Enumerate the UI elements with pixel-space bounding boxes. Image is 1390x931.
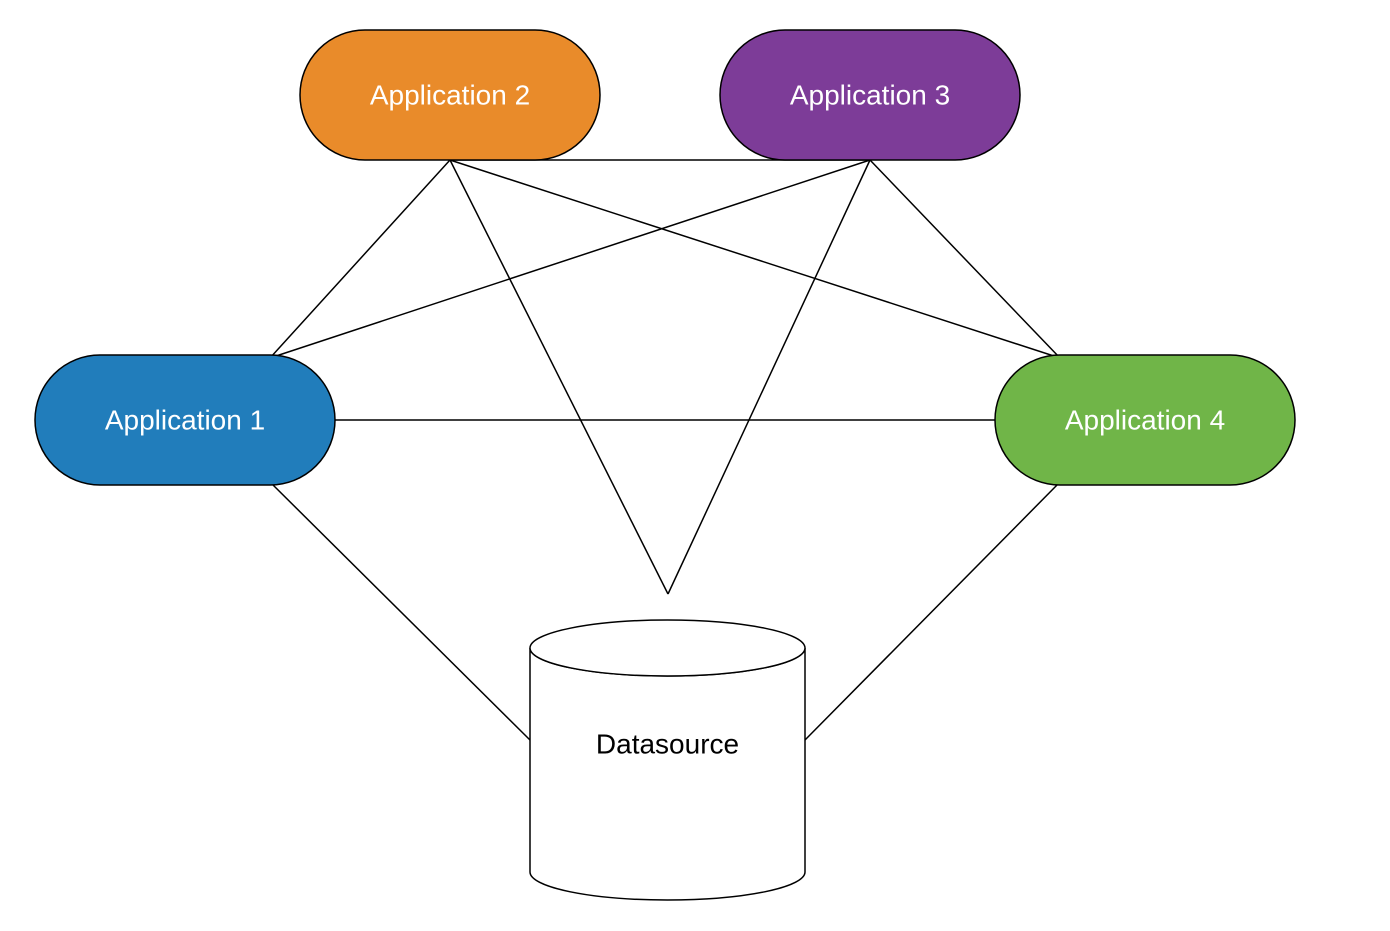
node-label-datasource: Datasource	[596, 728, 739, 759]
edge	[270, 482, 530, 740]
node-application-4: Application 4	[995, 355, 1295, 485]
node-label-app1: Application 1	[105, 404, 265, 435]
node-application-2: Application 2	[300, 30, 600, 160]
edge	[805, 482, 1060, 740]
edge	[450, 160, 668, 594]
cylinder-top	[530, 620, 805, 676]
edge	[668, 160, 870, 594]
node-label-app4: Application 4	[1065, 404, 1225, 435]
cylinder-body	[530, 648, 805, 900]
node-application-3: Application 3	[720, 30, 1020, 160]
node-label-app3: Application 3	[790, 79, 950, 110]
node-datasource: Datasource	[530, 620, 805, 900]
edge	[450, 160, 1060, 358]
node-label-app2: Application 2	[370, 79, 530, 110]
edge	[870, 160, 1060, 358]
architecture-diagram: Application 1 Application 2 Application …	[0, 0, 1390, 931]
node-application-1: Application 1	[35, 355, 335, 485]
